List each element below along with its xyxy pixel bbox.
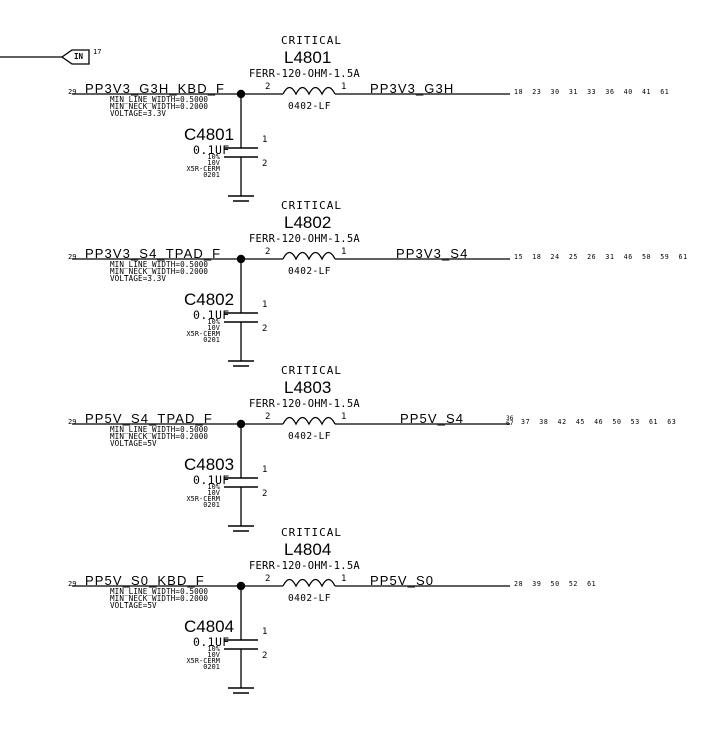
s3-cap-dielectric: X5R-CERM xyxy=(186,495,220,503)
s4-input-pin-num: 29 xyxy=(68,580,77,588)
s1-cap-dielectric: X5R-CERM xyxy=(186,165,220,173)
s1-inductor-pin-1: 1 xyxy=(341,82,347,92)
s3-cap-refdes[interactable]: C4803 xyxy=(184,455,235,474)
s4-cap-refdes[interactable]: C4804 xyxy=(184,617,235,636)
s4-constraint-line-width: MIN_LINE_WIDTH=0.5000 xyxy=(110,587,209,596)
s1-input-pin-num: 29 xyxy=(68,88,77,96)
s3-cap-tolerance: 10% xyxy=(207,483,220,491)
s1-cap-pin-1: 1 xyxy=(262,135,268,145)
s2-input-netname[interactable]: PP3V3_S4_TPAD_F xyxy=(85,246,222,261)
s1-cap-value: 0.1UF xyxy=(193,143,230,157)
s3-inductor-refdes[interactable]: L4803 xyxy=(284,378,332,397)
s3-cap-voltage: 10V xyxy=(207,489,220,497)
s2-inductor-refdes[interactable]: L4802 xyxy=(284,213,332,232)
s3-page-refs-stacked: 36 67 xyxy=(506,415,514,428)
s1-cap-tolerance: 10% xyxy=(207,153,220,161)
s4-constraint-neck-width: MIN_NECK_WIDTH=0.2000 xyxy=(110,594,209,603)
s1-output-netname[interactable]: PP3V3_G3H xyxy=(370,81,455,96)
s2-cap-voltage: 10V xyxy=(207,324,220,332)
s3-input-netname[interactable]: PP5V_S4_TPAD_F xyxy=(85,411,213,426)
s4-output-netname[interactable]: PP5V_S0 xyxy=(370,573,435,588)
s2-output-netname[interactable]: PP3V3_S4 xyxy=(396,246,469,261)
s1-cap-pin-2: 2 xyxy=(262,159,268,169)
s4-inductor-part: FERR-120-OHM-1.5A xyxy=(249,560,360,572)
s1-cap-refdes[interactable]: C4801 xyxy=(184,125,235,144)
s4-inductor-package: 0402-LF xyxy=(288,593,331,604)
s2-inductor-pin-1: 1 xyxy=(341,247,347,257)
s2-cap-value: 0.1UF xyxy=(193,308,230,322)
s1-constraint-line-width: MIN_LINE_WIDTH=0.5000 xyxy=(110,95,209,104)
s3-cap-pin-1: 1 xyxy=(262,465,268,475)
s1-input-netname[interactable]: PP3V3_G3H_KBD_F xyxy=(85,81,226,96)
s2-inductor-part: FERR-120-OHM-1.5A xyxy=(249,233,360,245)
s3-constraint-voltage: VOLTAGE=5V xyxy=(110,439,157,448)
s3-inductor-pin-1: 1 xyxy=(341,412,347,422)
s2-cap-package: 0201 xyxy=(203,336,220,344)
s1-inductor-part: FERR-120-OHM-1.5A xyxy=(249,68,360,80)
s2-cap-pin-1: 1 xyxy=(262,300,268,310)
s1-page-refs: 18 23 30 31 33 36 40 41 61 xyxy=(514,88,670,96)
s1-constraint-neck-width: MIN_NECK_WIDTH=0.2000 xyxy=(110,102,209,111)
s3-constraint-neck-width: MIN_NECK_WIDTH=0.2000 xyxy=(110,432,209,441)
s1-inductor-package: 0402-LF xyxy=(288,101,331,112)
s3-output-netname[interactable]: PP5V_S4 xyxy=(400,411,465,426)
s4-constraint-voltage: VOLTAGE=5V xyxy=(110,601,157,610)
s4-cap-dielectric: X5R-CERM xyxy=(186,657,220,665)
s1-inductor-coil xyxy=(282,86,336,96)
s1-critical-label: CRITICAL xyxy=(281,34,342,47)
s3-inductor-pin-2: 2 xyxy=(265,412,271,422)
s4-cap-tolerance: 10% xyxy=(207,645,220,653)
s4-input-netname[interactable]: PP5V_S0_KBD_F xyxy=(85,573,205,588)
s2-cap-tolerance: 10% xyxy=(207,318,220,326)
s1-cap-voltage: 10V xyxy=(207,159,220,167)
s2-page-refs: 15 18 24 25 26 31 46 50 59 61 xyxy=(514,253,688,261)
s4-cap-voltage: 10V xyxy=(207,651,220,659)
s4-inductor-pin-2: 2 xyxy=(265,574,271,584)
s1-inductor-refdes[interactable]: L4801 xyxy=(284,48,332,67)
offpage-port-page-ref: 17 xyxy=(93,48,102,56)
s2-inductor-pin-2: 2 xyxy=(265,247,271,257)
s3-input-pin-num: 29 xyxy=(68,418,77,426)
offpage-port-label[interactable]: IN xyxy=(74,52,84,61)
s2-constraint-line-width: MIN_LINE_WIDTH=0.5000 xyxy=(110,260,209,269)
s2-cap-pin-2: 2 xyxy=(262,324,268,334)
s2-inductor-coil xyxy=(282,251,336,261)
s3-page-ref-stacked-bottom: 67 xyxy=(506,420,514,428)
offpage-port-arrow xyxy=(60,49,90,65)
s3-cap-value: 0.1UF xyxy=(193,473,230,487)
s3-cap-package: 0201 xyxy=(203,501,220,509)
s2-constraint-voltage: VOLTAGE=3.3V xyxy=(110,274,167,283)
s1-inductor-pin-2: 2 xyxy=(265,82,271,92)
s4-cap-pin-2: 2 xyxy=(262,651,268,661)
s2-input-pin-num: 29 xyxy=(68,253,77,261)
s4-inductor-coil xyxy=(282,578,336,588)
s4-cap-package: 0201 xyxy=(203,663,220,671)
s4-inductor-refdes[interactable]: L4804 xyxy=(284,540,332,559)
s3-cap-pin-2: 2 xyxy=(262,489,268,499)
s2-cap-refdes[interactable]: C4802 xyxy=(184,290,235,309)
s4-critical-label: CRITICAL xyxy=(281,526,342,539)
s2-constraint-neck-width: MIN_NECK_WIDTH=0.2000 xyxy=(110,267,209,276)
s2-inductor-package: 0402-LF xyxy=(288,266,331,277)
s4-page-refs: 28 39 50 52 61 xyxy=(514,580,597,588)
s3-page-ref-stacked-top: 36 xyxy=(506,415,514,422)
s3-inductor-coil xyxy=(282,416,336,426)
s1-constraint-voltage: VOLTAGE=3.3V xyxy=(110,109,167,118)
s4-cap-pin-1: 1 xyxy=(262,627,268,637)
s4-inductor-pin-1: 1 xyxy=(341,574,347,584)
s3-constraint-line-width: MIN_LINE_WIDTH=0.5000 xyxy=(110,425,209,434)
s2-critical-label: CRITICAL xyxy=(281,199,342,212)
s4-cap-value: 0.1UF xyxy=(193,635,230,649)
s1-cap-package: 0201 xyxy=(203,171,220,179)
s3-page-refs: 37 38 42 45 46 50 53 61 63 xyxy=(521,418,677,426)
s3-critical-label: CRITICAL xyxy=(281,364,342,377)
s3-inductor-package: 0402-LF xyxy=(288,431,331,442)
s2-cap-dielectric: X5R-CERM xyxy=(186,330,220,338)
s3-inductor-part: FERR-120-OHM-1.5A xyxy=(249,398,360,410)
